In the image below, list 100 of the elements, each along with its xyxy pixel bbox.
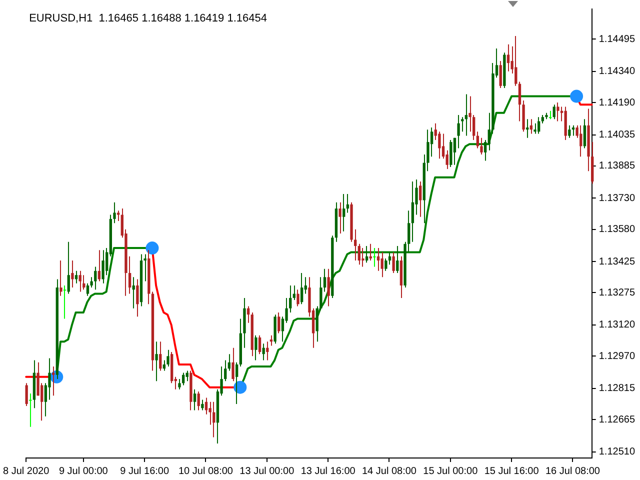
candlestick — [270, 334, 273, 346]
candlestick — [182, 372, 185, 386]
candlestick — [204, 397, 208, 415]
candlestick — [556, 102, 560, 122]
candlestick — [392, 252, 395, 274]
candlestick — [342, 194, 346, 232]
x-tick-label: 13 Jul 16:00 — [300, 466, 356, 477]
candlestick — [278, 312, 280, 334]
candlestick — [373, 248, 376, 268]
y-tick-label: 1.12815 — [598, 383, 636, 394]
y-tick-label: 1.12510 — [598, 446, 636, 458]
x-tick-label: 14 Jul 08:00 — [362, 466, 417, 477]
candlestick — [266, 341, 269, 361]
candlestick — [224, 360, 227, 382]
candlestick — [518, 81, 522, 122]
candlestick — [159, 341, 162, 372]
candlestick — [235, 362, 238, 404]
candlestick — [396, 245, 399, 274]
candlestick — [166, 349, 170, 368]
candlestick — [246, 306, 250, 324]
candlestick — [52, 366, 55, 396]
candlestick — [327, 268, 330, 307]
candlestick — [296, 289, 300, 307]
candlestick — [136, 278, 139, 318]
candlestick — [358, 243, 360, 266]
candlestick — [526, 118, 529, 138]
candlestick — [514, 36, 518, 86]
candlestick — [193, 388, 196, 411]
candlestick — [480, 137, 483, 156]
candlestick — [48, 358, 51, 400]
candlestick — [67, 241, 70, 294]
candlestick — [162, 360, 166, 372]
candlestick — [338, 202, 342, 234]
candlestick — [499, 60, 502, 88]
point — [234, 380, 247, 394]
y-tick-label: 1.14190 — [598, 97, 636, 108]
candlestick — [71, 260, 74, 288]
candlestick — [289, 284, 292, 313]
candlestick — [362, 248, 364, 268]
candlestick — [78, 270, 82, 292]
candlestick — [60, 260, 62, 296]
y-tick-label: 1.14495 — [598, 34, 636, 45]
y-tick-label: 1.14035 — [598, 130, 636, 141]
x-tick-label: 10 Jul 08:00 — [178, 466, 234, 477]
candlestick — [411, 181, 414, 242]
candlestick — [258, 334, 262, 355]
candlestick — [580, 124, 582, 158]
y-tick-label: 1.12665 — [598, 414, 636, 426]
point — [570, 90, 584, 103]
candlestick — [90, 276, 93, 288]
y-tick-label: 1.13885 — [598, 160, 636, 172]
x-tick-label: 16 Jul 08:00 — [545, 466, 600, 477]
candlestick — [102, 250, 104, 284]
x-tick-label: 8 Jul 2020 — [2, 466, 50, 477]
candlestick — [94, 266, 97, 290]
candlestick — [113, 202, 116, 224]
point — [146, 242, 159, 255]
candlestick — [453, 137, 456, 166]
candlestick — [63, 284, 66, 320]
candlestick — [82, 274, 86, 290]
x-tick-label: 13 Jul 00:00 — [240, 466, 295, 477]
candlestick — [262, 343, 265, 361]
candlestick — [86, 282, 90, 296]
candlestick — [568, 124, 571, 138]
candlestick — [572, 124, 575, 136]
candlestick — [178, 378, 181, 390]
candlestick — [506, 44, 510, 72]
candlestick — [29, 393, 32, 428]
candlestick — [98, 250, 101, 282]
candlestick — [25, 382, 28, 407]
candlestick — [534, 122, 536, 134]
candlestick — [418, 181, 422, 218]
candlestick — [254, 334, 258, 361]
candlestick — [212, 401, 216, 438]
y-tick-label: 1.14340 — [598, 66, 636, 78]
candlestick — [552, 104, 556, 120]
candlestick — [232, 347, 234, 382]
candlestick — [380, 252, 384, 278]
y-tick-label: 1.13120 — [598, 320, 636, 331]
candlestick — [354, 228, 357, 262]
x-tick-label: 15 Jul 16:00 — [484, 466, 540, 477]
y-tick-label: 1.13580 — [598, 224, 636, 236]
candlestick — [369, 243, 372, 262]
candlestick — [461, 116, 464, 132]
x-tick-label: 15 Jul 00:00 — [423, 466, 478, 477]
x-tick-label: 9 Jul 16:00 — [120, 466, 170, 477]
candlestick — [457, 114, 460, 149]
candlestick — [438, 131, 441, 160]
candlestick — [300, 272, 304, 305]
chart-title: EURUSD,H1 1.16465 1.16488 1.16419 1.16454 — [29, 12, 267, 25]
y-tick-label: 1.13425 — [598, 256, 636, 268]
candlestick — [450, 139, 452, 168]
candlestick — [476, 131, 480, 149]
candlestick — [537, 116, 540, 134]
candlestick — [116, 210, 120, 222]
y-tick-label: 1.13730 — [598, 192, 636, 204]
candlestick — [228, 354, 231, 372]
candlestick — [197, 390, 200, 411]
candlestick — [155, 341, 158, 382]
y-tick-label: 1.12970 — [598, 350, 636, 362]
